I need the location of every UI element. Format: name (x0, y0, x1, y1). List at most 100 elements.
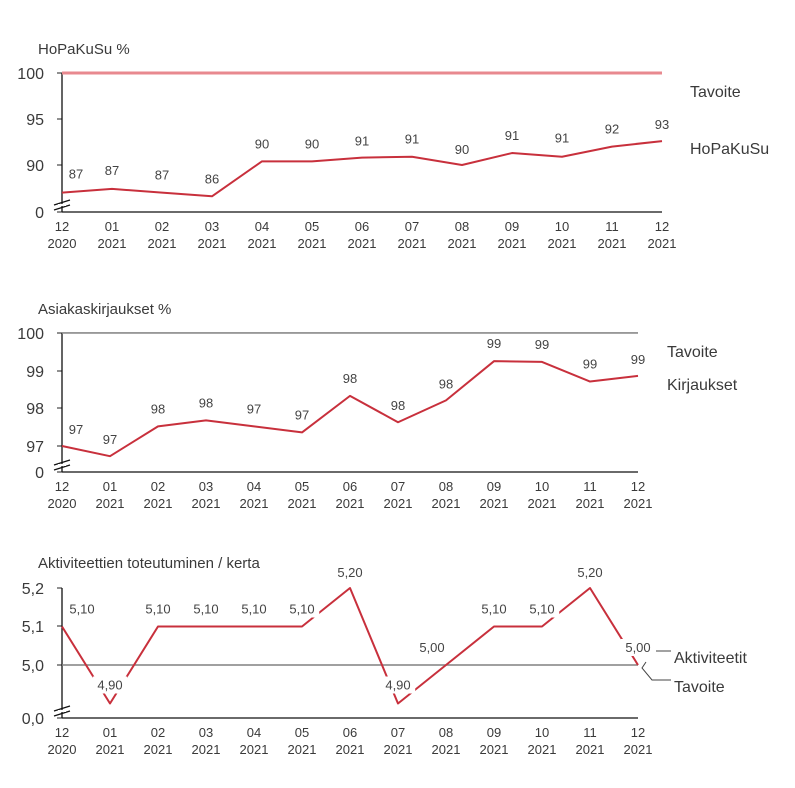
axis-break-gap (58, 204, 66, 206)
data-label: 98 (439, 376, 453, 391)
x-tick-year: 2021 (336, 496, 365, 511)
x-tick-month: 03 (199, 725, 213, 740)
data-label: 91 (405, 132, 419, 147)
x-tick-month: 06 (343, 725, 357, 740)
data-label: 91 (555, 131, 569, 146)
data-label-bg (332, 564, 368, 581)
axis-break-gap (58, 464, 66, 466)
x-tick-month: 05 (295, 725, 309, 740)
data-label: 87 (69, 167, 83, 182)
data-label-bg (414, 639, 450, 656)
x-tick-month: 11 (605, 219, 619, 234)
x-tick-month: 08 (455, 219, 469, 234)
data-label: 5,20 (337, 565, 362, 580)
data-label: 97 (247, 401, 261, 416)
series-line-hopakusu (61, 140, 663, 198)
x-tick-year: 2021 (192, 496, 221, 511)
chart-title: Asiakaskirjaukset % (38, 301, 171, 318)
legend-item: Kirjaukset (667, 377, 738, 394)
x-tick-year: 2021 (648, 236, 677, 251)
x-tick-year: 2021 (624, 496, 653, 511)
x-tick-year: 2021 (398, 236, 427, 251)
y-tick-label: 100 (17, 326, 44, 343)
x-tick-year: 2021 (548, 236, 577, 251)
data-label: 87 (105, 163, 119, 178)
data-label-bg (140, 600, 176, 618)
x-tick-year: 2021 (576, 742, 605, 757)
data-label: 99 (631, 352, 645, 367)
x-tick-year: 2021 (298, 236, 327, 251)
y-tick-label: 0 (35, 205, 44, 222)
y-tick-label: 99 (26, 364, 44, 381)
x-tick-year: 2020 (48, 236, 77, 251)
x-tick-year: 2021 (96, 496, 125, 511)
series-line-kirjaukset (61, 360, 639, 458)
data-label: 97 (295, 407, 309, 422)
axis-break-mark (53, 705, 71, 712)
y-tick-label: 95 (26, 112, 44, 129)
x-tick-month: 12 (631, 725, 645, 740)
x-tick-year: 2021 (288, 496, 317, 511)
x-tick-month: 12 (55, 725, 69, 740)
data-label: 98 (199, 395, 213, 410)
legend-item: Aktiviteetit (674, 650, 747, 667)
data-label: 5,10 (69, 602, 94, 617)
y-tick-label: 0,0 (22, 711, 44, 728)
x-tick-year: 2021 (576, 496, 605, 511)
x-tick-year: 2021 (148, 236, 177, 251)
x-tick-month: 07 (391, 725, 405, 740)
x-tick-month: 02 (151, 479, 165, 494)
x-tick-month: 10 (555, 219, 569, 234)
axis-break-gap (58, 710, 66, 712)
x-tick-month: 06 (343, 479, 357, 494)
x-tick-year: 2021 (192, 742, 221, 757)
data-label: 90 (255, 136, 269, 151)
data-label: 93 (655, 117, 669, 132)
x-tick-year: 2021 (384, 496, 413, 511)
x-tick-month: 01 (105, 219, 119, 234)
x-tick-year: 2021 (528, 742, 557, 757)
data-label: 99 (487, 336, 501, 351)
axis-break-mark (53, 710, 71, 717)
data-label: 98 (151, 401, 165, 416)
x-tick-year: 2021 (480, 496, 509, 511)
x-tick-month: 05 (305, 219, 319, 234)
x-tick-month: 09 (487, 479, 501, 494)
axis-break-mark (53, 459, 71, 466)
x-tick-year: 2021 (144, 742, 173, 757)
data-label: 87 (155, 168, 169, 183)
x-tick-month: 06 (355, 219, 369, 234)
x-tick-year: 2021 (498, 236, 527, 251)
axis-break-mark (53, 199, 71, 206)
data-label: 99 (535, 337, 549, 352)
y-tick-label: 90 (26, 158, 44, 175)
x-tick-month: 04 (247, 479, 261, 494)
x-tick-month: 09 (487, 725, 501, 740)
x-tick-month: 08 (439, 725, 453, 740)
legend-item: Tavoite (667, 344, 718, 361)
data-label: 97 (69, 422, 83, 437)
data-label: 5,00 (419, 640, 444, 655)
series-line-aktiviteetit (61, 587, 639, 705)
data-label: 97 (103, 432, 117, 447)
x-tick-month: 11 (583, 725, 597, 740)
x-tick-year: 2021 (384, 742, 413, 757)
x-tick-month: 07 (405, 219, 419, 234)
legend-item: Tavoite (674, 679, 725, 696)
x-tick-year: 2021 (480, 742, 509, 757)
data-label: 4,90 (385, 678, 410, 693)
y-tick-label: 100 (17, 66, 44, 83)
x-tick-month: 12 (55, 219, 69, 234)
x-tick-year: 2021 (144, 496, 173, 511)
data-label: 92 (605, 122, 619, 137)
data-label: 91 (355, 134, 369, 149)
data-label-bg (572, 564, 608, 581)
x-tick-year: 2021 (448, 236, 477, 251)
x-tick-month: 11 (583, 479, 597, 494)
x-tick-month: 08 (439, 479, 453, 494)
y-tick-label: 5,0 (22, 658, 44, 675)
x-tick-year: 2020 (48, 742, 77, 757)
x-tick-year: 2021 (432, 496, 461, 511)
data-label-bg (92, 676, 128, 694)
data-label: 5,10 (481, 602, 506, 617)
